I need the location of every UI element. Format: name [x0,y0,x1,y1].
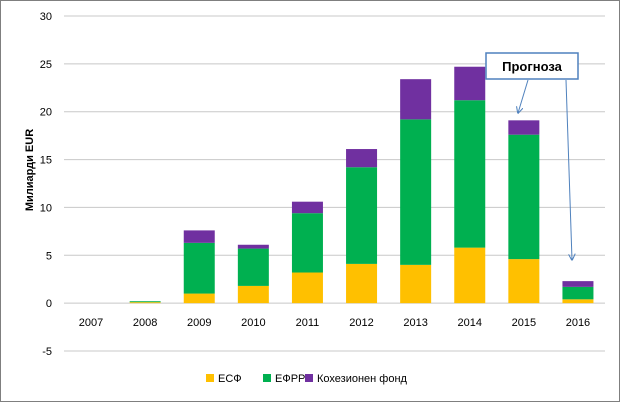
legend-swatch [305,374,313,382]
bar-segment [562,281,594,287]
bar-segment [183,230,215,243]
bar-segment [454,66,486,101]
x-tick-label: 2013 [403,317,427,329]
bar-segment [237,244,269,249]
y-tick-label: 20 [40,107,52,119]
legend-swatch [206,374,214,382]
annotation: Прогноза [485,52,579,260]
y-tick-label: 25 [40,59,52,71]
bar-segment [291,272,323,304]
y-tick-label: 10 [40,202,52,214]
y-tick-label: 15 [40,155,52,167]
bar-segment [508,134,540,260]
x-tick-label: 2008 [133,317,157,329]
legend-label: ЕФРР [275,373,305,385]
bar-segment [129,302,161,304]
y-tick-label: 30 [40,11,52,23]
x-tick-label: 2011 [296,317,320,329]
legend-swatch [263,374,271,382]
y-tick-label: -5 [42,346,52,358]
bar-segment [400,79,432,120]
annotation-arrow [565,79,572,260]
bar-segment [237,248,269,286]
x-tick-label: 2016 [566,317,590,329]
x-tick-label: 2010 [241,317,265,329]
y-axis-label: Милиарди EUR [24,129,36,211]
x-tick-label: 2012 [349,317,373,329]
bar-segment [129,301,161,303]
bar-segment [454,100,486,248]
bar-segment [454,247,486,304]
bar-segment [346,263,378,304]
x-tick-label: 2007 [79,317,103,329]
bar-segment [562,299,594,304]
x-tick-label: 2015 [512,317,536,329]
bar-segment [291,201,323,214]
annotation-box [485,52,579,80]
annotation-arrow [518,79,529,113]
legend-label: ЕСФ [218,373,242,385]
y-tick-label: 5 [46,250,52,262]
bar-segment [291,213,323,273]
bar-segment [400,119,432,265]
bar-segment [508,259,540,304]
annotation-label: Прогноза [502,59,563,74]
y-tick-label: 0 [46,298,52,310]
bar-segment [508,120,540,135]
x-axis-ticks: 2007 2008 2009 2010 2011 2012 2013 2014 2015 2016 [79,317,590,329]
y-axis-ticks: -5 0 5 10 15 20 25 30 [40,11,52,358]
bar-segment [346,149,378,168]
bar-segment [183,242,215,294]
bar-segment [237,285,269,304]
legend-label: Кохезионен фонд [317,373,408,385]
x-tick-label: 2009 [187,317,211,329]
bar-segment [400,264,432,304]
bar-segment [562,286,594,300]
bar-segment [183,293,215,304]
x-tick-label: 2014 [458,317,482,329]
bars [129,66,594,304]
bar-segment [346,167,378,264]
legend: ЕСФ ЕФРР Кохезионен фонд [206,373,408,385]
